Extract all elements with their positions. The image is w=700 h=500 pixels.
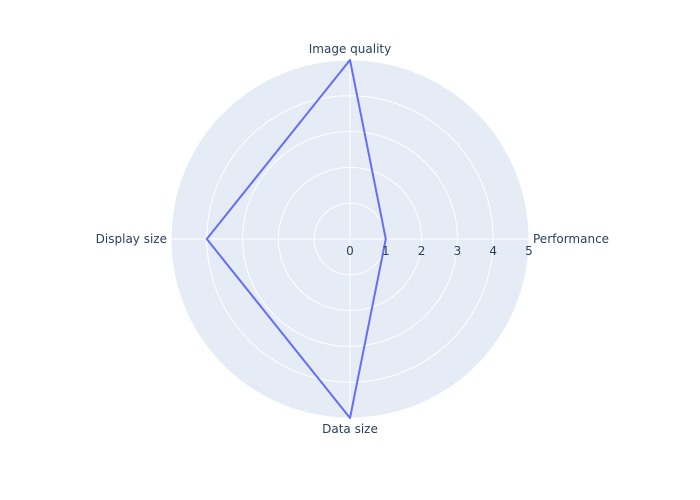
radial-tick-label: 1 [382,244,390,258]
angular-tick-labels: Performance Image quality Display size Data… [96,42,609,436]
category-label: Performance [533,232,609,246]
category-label: Display size [96,232,167,246]
radial-tick-labels: 0 1 2 3 4 5 [346,244,533,258]
radial-tick-label: 5 [525,244,533,258]
radial-tick-label: 3 [454,244,462,258]
category-label: Data size [322,422,378,436]
radial-tick-label: 2 [418,244,426,258]
category-label: Image quality [309,42,391,56]
radial-tick-label: 0 [346,244,354,258]
angular-gridlines [171,60,529,418]
series-line [205,59,387,419]
radial-tick-label: 4 [489,244,497,258]
